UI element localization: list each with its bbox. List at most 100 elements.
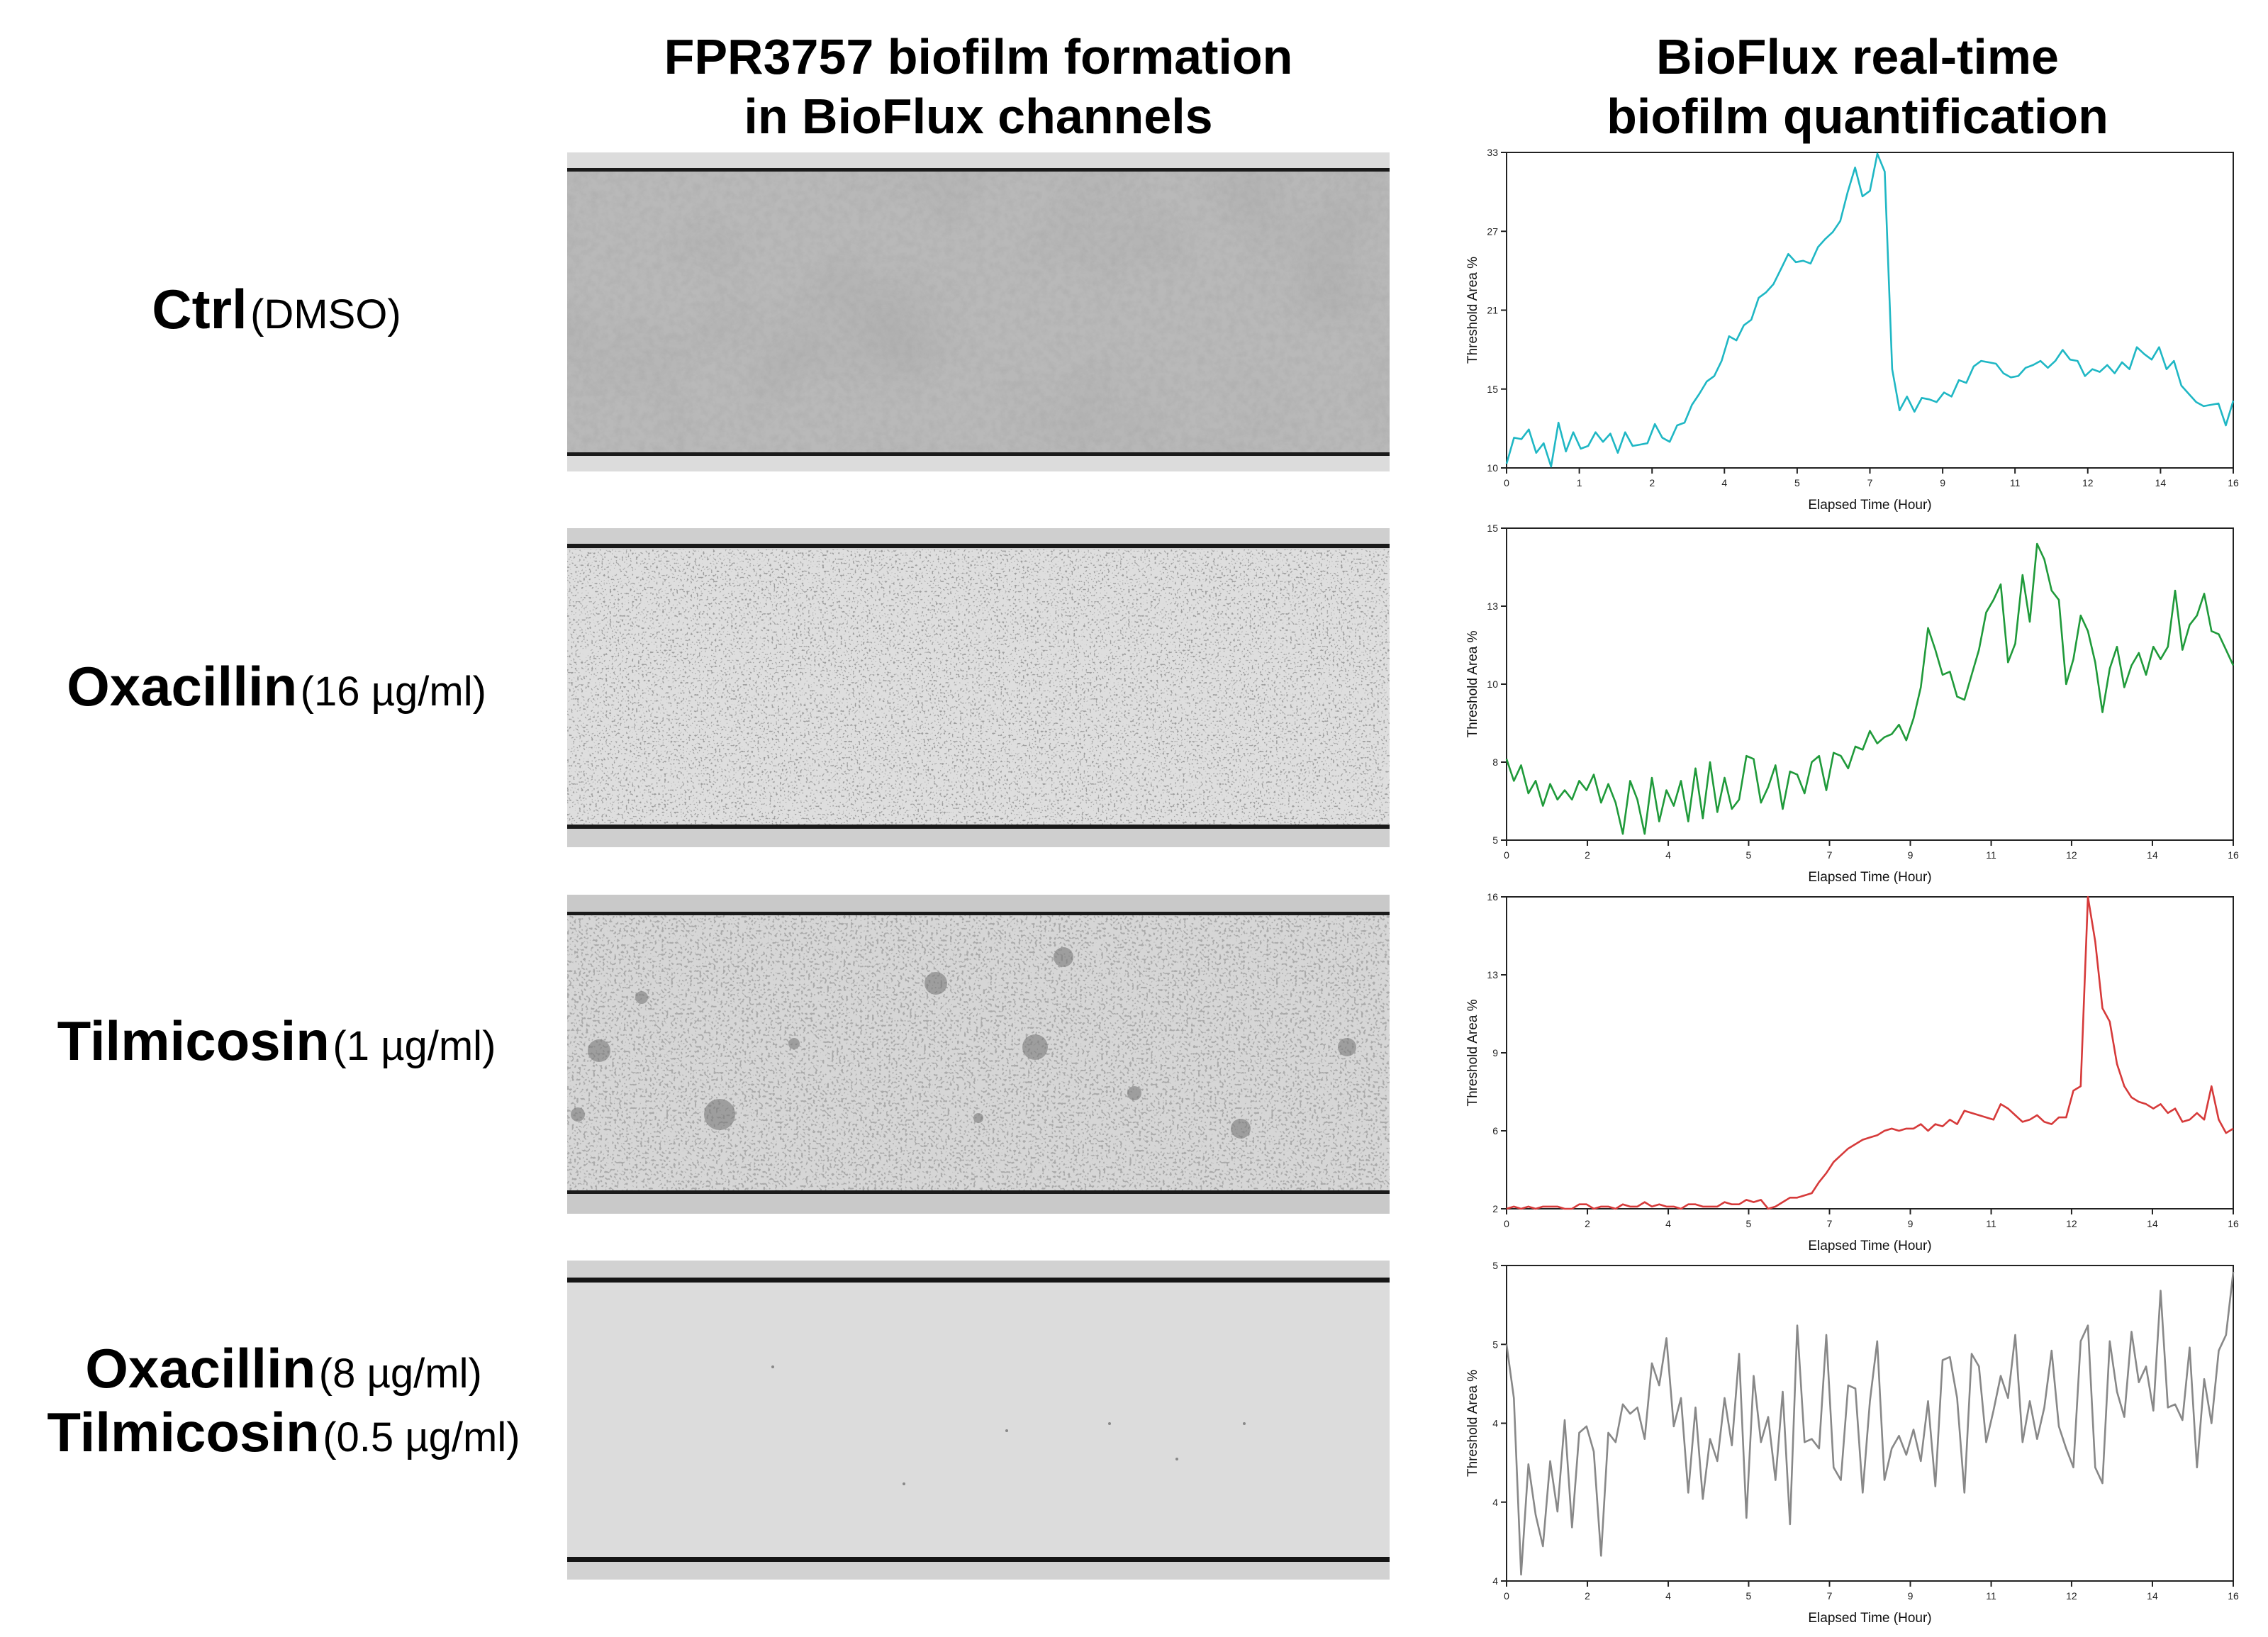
images-title-line1: FPR3757 biofilm formation	[664, 29, 1293, 84]
channel-svg-2	[567, 528, 1390, 847]
y-axis-label: Threshold Area %	[1465, 1370, 1480, 1477]
x-tick-label: 4	[1665, 849, 1671, 861]
concentration: (DMSO)	[250, 291, 401, 337]
x-tick-label: 9	[1908, 849, 1914, 861]
x-axis-label: Elapsed Time (Hour)	[1808, 498, 1931, 513]
x-tick-label: 16	[2228, 849, 2239, 861]
channel-wall-top	[567, 912, 1390, 915]
x-axis-label: Elapsed Time (Hour)	[1808, 870, 1931, 885]
x-tick-label: 16	[2228, 477, 2239, 488]
channel-wall-bottom	[567, 1190, 1390, 1194]
y-tick-label: 4	[1492, 1575, 1498, 1587]
x-tick-label: 2	[1585, 1218, 1590, 1229]
concentration: (8 µg/ml)	[318, 1351, 482, 1397]
x-tick-label: 5	[1746, 1590, 1752, 1602]
row-label-3: Tilmicosin (1 µg/ml)	[0, 1010, 553, 1073]
x-tick-label: 0	[1504, 477, 1509, 488]
channel-wall-top	[567, 168, 1390, 172]
x-tick-label: 12	[2082, 477, 2094, 488]
chart-combination: 0 2 4 5 7 9 11 12 14 16 4 4 4 5 5 Elapsed Time (Hour) Th…	[1453, 1255, 2255, 1631]
x-tick-label: 5	[1746, 849, 1752, 861]
chart-tilmicosin: 0 2 4 5 7 9 11 12 14 16 2 6 9 13 16 Elapsed Time (Hour)…	[1453, 883, 2255, 1253]
images-title-line2: in BioFlux channels	[744, 89, 1213, 144]
x-tick-label: 0	[1504, 849, 1509, 861]
y-tick-label: 27	[1487, 225, 1498, 237]
x-tick-label: 14	[2147, 1590, 2158, 1602]
chart-oxacillin: 0 2 4 5 7 9 11 12 14 16 5 8 10 13 15 Elapsed Time (Hour…	[1453, 521, 2255, 890]
concentration: (16 µg/ml)	[300, 669, 486, 715]
x-tick-label: 5	[1794, 477, 1800, 488]
x-tick-label: 14	[2147, 1218, 2158, 1229]
x-tick-label: 11	[1986, 1590, 1996, 1602]
sparse-debris	[771, 1365, 1246, 1485]
x-tick-label: 12	[2066, 1218, 2077, 1229]
channel-svg-1	[567, 152, 1390, 471]
y-tick-label: 33	[1487, 147, 1498, 158]
bacterial-clusters	[571, 947, 1356, 1139]
x-tick-label: 9	[1908, 1218, 1914, 1229]
plot-frame	[1506, 896, 2234, 1209]
x-tick-label: 2	[1585, 1590, 1590, 1602]
y-tick-label: 4	[1492, 1418, 1498, 1429]
plot-frame	[1506, 152, 2234, 469]
y-tick-label: 5	[1492, 834, 1498, 846]
drug-name: Oxacillin	[85, 1337, 316, 1399]
y-tick-label: 15	[1487, 523, 1498, 534]
channel-image-tilmicosin	[567, 895, 1390, 1214]
x-tick-label: 11	[2010, 477, 2021, 488]
y-tick-label: 5	[1492, 1260, 1498, 1271]
x-tick-label: 0	[1504, 1218, 1509, 1229]
y-tick-label: 13	[1487, 600, 1498, 612]
row-label-1: Ctrl (DMSO)	[0, 278, 553, 342]
x-tick-label: 14	[2147, 849, 2158, 861]
y-tick-label: 16	[1487, 891, 1498, 903]
x-tick-label: 14	[2155, 477, 2167, 488]
charts-title-line1: BioFlux real-time	[1656, 29, 2059, 84]
x-tick-label: 2	[1585, 849, 1590, 861]
chart-svg-oxacillin: 0 2 4 5 7 9 11 12 14 16 5 8 10 13 15 Elapsed Time (Hour…	[1465, 523, 2239, 885]
drug-name: Tilmicosin	[47, 1400, 320, 1463]
x-axis-label: Elapsed Time (Hour)	[1808, 1611, 1931, 1626]
y-tick-label: 5	[1492, 1339, 1498, 1350]
x-tick-label: 7	[1827, 849, 1833, 861]
channel-wall-bottom	[567, 825, 1390, 829]
x-tick-label: 11	[1986, 1218, 1996, 1229]
y-axis-label: Threshold Area %	[1465, 630, 1480, 737]
x-tick-label: 4	[1721, 477, 1727, 488]
y-tick-label: 9	[1492, 1047, 1498, 1058]
x-tick-label: 12	[2066, 1590, 2077, 1602]
x-tick-label: 2	[1649, 477, 1655, 488]
x-tick-label: 7	[1867, 477, 1873, 488]
y-tick-label: 10	[1487, 462, 1498, 474]
channel-wall-top	[567, 1278, 1390, 1283]
y-tick-label: 10	[1487, 678, 1498, 690]
chart-svg-combination: 0 2 4 5 7 9 11 12 14 16 4 4 4 5 5 Elapsed Time (Hour) Th…	[1465, 1260, 2239, 1626]
channel-image-ctrl	[567, 152, 1390, 471]
x-tick-label: 0	[1504, 1590, 1509, 1602]
y-axis-label: Threshold Area %	[1465, 999, 1480, 1106]
channel-wall-top	[567, 544, 1390, 548]
charts-column-title: BioFlux real-time biofilm quantification	[1453, 27, 2262, 146]
x-tick-label: 9	[1940, 477, 1945, 488]
x-tick-label: 16	[2228, 1590, 2239, 1602]
channel-image-oxacillin	[567, 528, 1390, 847]
drug-name: Oxacillin	[67, 655, 298, 717]
x-tick-label: 11	[1986, 849, 1996, 861]
channel-wall-bottom	[567, 452, 1390, 456]
images-column-title: FPR3757 biofilm formation in BioFlux cha…	[553, 27, 1404, 146]
drug-name: Tilmicosin	[57, 1010, 330, 1072]
series-line	[1505, 1271, 2235, 1576]
y-tick-label: 21	[1487, 305, 1498, 316]
series-line	[1505, 542, 2235, 835]
plot-frame	[1506, 1265, 2234, 1582]
x-axis-label: Elapsed Time (Hour)	[1808, 1239, 1931, 1253]
series-line	[1506, 895, 2234, 1210]
row-label-4: Oxacillin (8 µg/ml) Tilmicosin (0.5 µg/m…	[0, 1337, 567, 1464]
row-label-2: Oxacillin (16 µg/ml)	[0, 655, 553, 719]
drug-name: Ctrl	[152, 278, 247, 340]
channel-image-combination	[567, 1261, 1390, 1580]
y-tick-label: 4	[1492, 1497, 1498, 1508]
channel-svg-4	[567, 1261, 1390, 1580]
